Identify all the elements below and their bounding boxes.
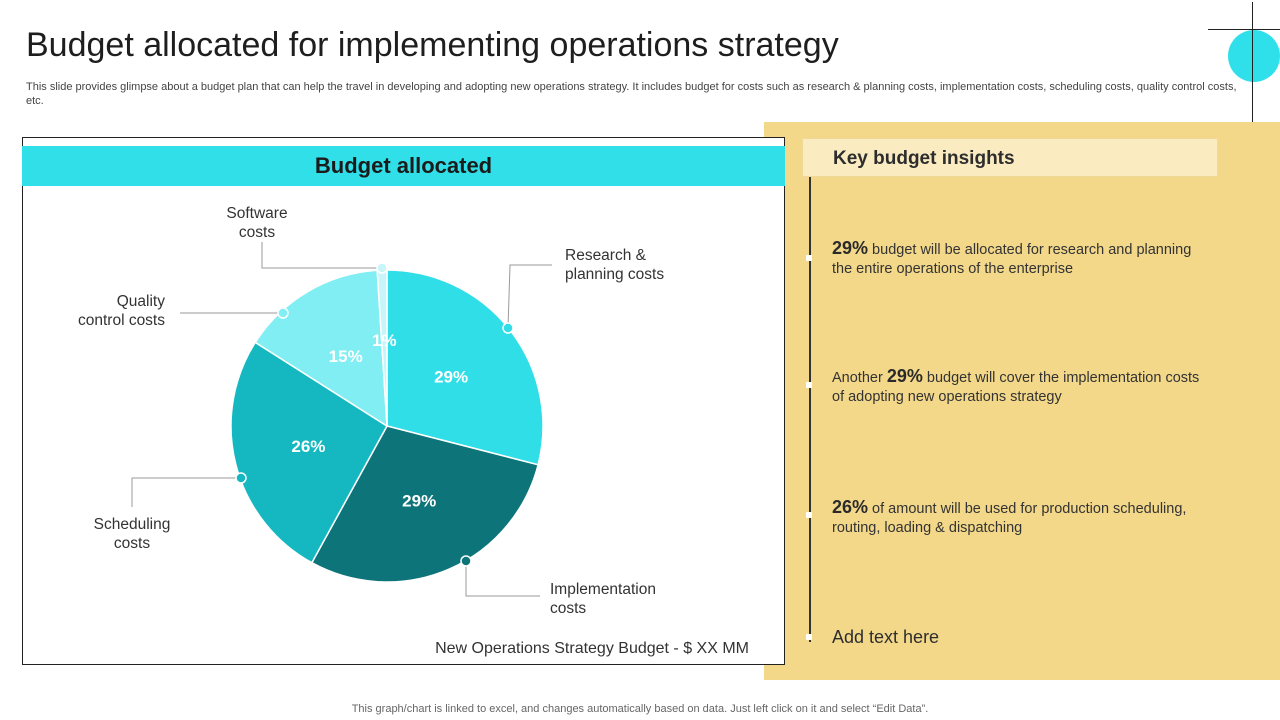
decorative-circle <box>1228 30 1280 82</box>
budget-pie-chart[interactable]: 29% 29% 26% 15% 1% Research & planning costs Im… <box>0 0 785 665</box>
timeline-line <box>809 177 811 642</box>
callout-dot <box>277 307 289 319</box>
insight-percent: 29% <box>886 366 923 386</box>
pie-slice[interactable] <box>254 269 388 428</box>
insights-background-panel <box>764 122 1280 680</box>
chart-footnote: New Operations Strategy Budget - $ XX MM <box>435 640 749 657</box>
callout-dot <box>235 472 247 484</box>
callout-leader-line <box>131 477 241 507</box>
add-text-placeholder[interactable]: Add text here <box>832 627 940 647</box>
page-title: Budget allocated for implementing operat… <box>26 26 839 64</box>
page-subtitle: This slide provides glimpse about a budg… <box>26 81 1237 107</box>
chart-header-title: Budget allocated <box>314 153 493 178</box>
insight-percent: 26% <box>832 497 869 517</box>
pie-value-label: 1% <box>372 331 397 350</box>
insight-text: budget will be allocated for research an… <box>832 242 1192 277</box>
insight-item-1: 29% budget will be allocated for researc… <box>832 239 1202 279</box>
slice-category-label: Implementation costs <box>550 581 656 617</box>
decorative-line-vertical <box>1252 2 1253 148</box>
pie-value-label: 26% <box>291 437 325 456</box>
pie-value-label: 29% <box>402 491 436 510</box>
chart-header: Budget allocated <box>22 146 785 186</box>
insight-item-3: 26% of amount will be used for productio… <box>832 498 1202 538</box>
bottom-note: This graph/chart is linked to excel, and… <box>351 703 929 715</box>
callout-dot <box>376 262 388 274</box>
slice-category-label: Scheduling costs <box>94 516 171 552</box>
pie-slice[interactable] <box>230 341 388 564</box>
timeline-dot <box>806 512 812 518</box>
insight-text: of amount will be used for production sc… <box>832 501 1187 536</box>
pie-value-label: 29% <box>434 367 468 386</box>
callout-dot <box>460 555 472 567</box>
callout-leader-line <box>261 242 382 269</box>
slice-category-label: Software costs <box>226 205 287 241</box>
timeline-dot <box>806 634 812 640</box>
pie-value-label: 15% <box>329 347 363 366</box>
insight-item-2: Another 29% budget will cover the implem… <box>832 367 1202 407</box>
timeline-dot <box>806 255 812 261</box>
callout-leader-line <box>465 561 540 597</box>
slice-category-label: Quality control costs <box>78 293 165 329</box>
pie-slice[interactable] <box>310 425 540 583</box>
callout-leader-line <box>507 264 552 329</box>
insights-header-title: Key budget insights <box>833 148 1015 169</box>
insight-text: budget will cover the implementation cos… <box>832 370 1200 405</box>
timeline-dot <box>806 382 812 388</box>
insight-percent: 29% <box>832 238 869 258</box>
decorative-line-horizontal <box>1208 29 1280 30</box>
callout-dot <box>502 322 514 334</box>
insights-header: Key budget insights <box>802 138 1218 177</box>
slice-category-label: Research & planning costs <box>565 247 664 283</box>
insight-prefix: Another <box>832 370 887 386</box>
